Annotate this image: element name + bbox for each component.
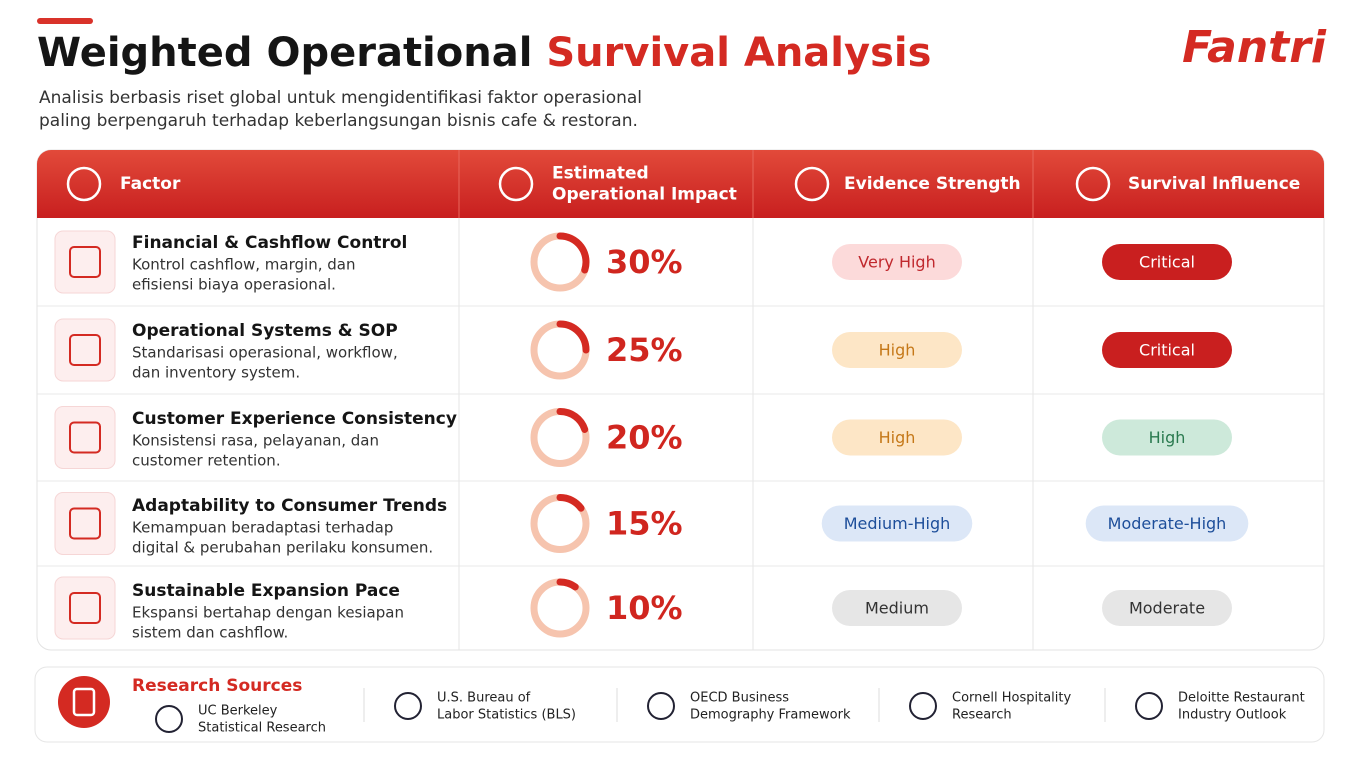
logo: Fantri: [1182, 22, 1327, 73]
factor-description: Kemampuan beradaptasi terhadap: [132, 519, 393, 537]
sources-icon-doc: [72, 687, 96, 717]
row-icon: [69, 592, 101, 624]
evidence-badge: [821, 505, 973, 542]
factor-description: Ekspansi bertahap dengan kesiapan: [132, 604, 404, 622]
factor-description: sistem dan cashflow.: [132, 624, 288, 642]
accent-bar: [37, 18, 93, 24]
evidence-label: Medium-High: [844, 514, 951, 533]
influence-badge: [1102, 332, 1232, 368]
impact-ring: [556, 494, 585, 512]
evidence-badge: [832, 332, 962, 368]
row-icon-bg: [54, 406, 116, 469]
factor-description: Kontrol cashflow, margin, dan: [132, 256, 355, 274]
row-icon: [69, 421, 101, 454]
column-header: Factor: [120, 174, 181, 194]
influence-badge: [1085, 505, 1249, 542]
influence-label: High: [1149, 428, 1186, 447]
evidence-badge: [832, 590, 962, 626]
evidence-badge: [832, 244, 962, 280]
row-icon: [69, 507, 101, 540]
row-icon: [69, 246, 101, 278]
source-name: Demography Framework: [690, 708, 851, 723]
source-name: Labor Statistics (BLS): [437, 708, 576, 723]
evidence-label: Medium: [865, 599, 929, 618]
row-icon-bg: [54, 230, 116, 294]
impact-ring: [556, 232, 590, 274]
evidence-badge: [832, 419, 962, 456]
subtitle: Analisis berbasis riset global untuk men…: [39, 88, 642, 108]
influence-badge: [1102, 419, 1232, 456]
source-name: UC Berkeley: [198, 704, 278, 719]
column-header: Evidence Strength: [844, 174, 1021, 194]
impact-label: 20%: [606, 419, 683, 457]
impact-label: 10%: [606, 589, 683, 627]
factor-name: Financial & Cashflow Control: [132, 233, 407, 253]
sources-icon: [58, 676, 110, 728]
source-name: Research: [952, 708, 1012, 723]
source-icon: [1135, 692, 1163, 720]
header-icon: [498, 166, 534, 202]
row-icon: [69, 334, 101, 366]
sources-panel: [34, 666, 1325, 743]
influence-label: Moderate: [1129, 599, 1205, 618]
impact-label: 30%: [606, 243, 683, 281]
source-icon: [394, 692, 422, 720]
factor-description: Standarisasi operasional, workflow,: [132, 344, 398, 362]
evidence-label: Very High: [858, 253, 935, 272]
column-header: Operational Impact: [552, 185, 737, 205]
influence-badge: [1102, 590, 1232, 626]
row-icon-bg: [54, 576, 116, 640]
influence-label: Critical: [1139, 341, 1195, 360]
factor-name: Operational Systems & SOP: [132, 321, 398, 341]
factor-name: Sustainable Expansion Pace: [132, 581, 400, 601]
header-icon: [66, 166, 102, 202]
row-icon-bg: [54, 492, 116, 555]
factor-description: efisiensi biaya operasional.: [132, 276, 336, 294]
source-icon: [647, 692, 675, 720]
impact-ring: [556, 408, 589, 433]
impact-label: 15%: [606, 505, 683, 543]
factor-description: Konsistensi rasa, pelayanan, dan: [132, 432, 379, 450]
factor-description: digital & perubahan perilaku konsumen.: [132, 539, 433, 557]
impact-ring: [556, 578, 579, 591]
source-name: Deloitte Restaurant: [1178, 691, 1305, 706]
influence-label: Critical: [1139, 253, 1195, 272]
row-icon-bg: [54, 318, 116, 382]
source-name: Statistical Research: [198, 721, 326, 736]
source-name: Industry Outlook: [1178, 708, 1287, 723]
evidence-label: High: [879, 341, 916, 360]
sources-title: Research Sources: [132, 676, 302, 696]
source-icon: [155, 705, 183, 733]
factor-name: Adaptability to Consumer Trends: [132, 496, 447, 516]
influence-label: Moderate-High: [1108, 514, 1227, 533]
title: Weighted Operational Survival Analysis: [37, 30, 931, 76]
source-name: Cornell Hospitality: [952, 691, 1071, 706]
influence-badge: [1102, 244, 1232, 280]
impact-label: 25%: [606, 331, 683, 369]
column-header: Survival Influence: [1128, 174, 1300, 194]
title-dark: Weighted Operational: [37, 30, 532, 76]
factor-name: Customer Experience Consistency: [132, 409, 457, 429]
header-icon: [1075, 166, 1111, 202]
table-header: [37, 150, 1324, 218]
column-header: Estimated: [552, 164, 649, 184]
subtitle: paling berpengaruh terhadap keberlangsun…: [39, 111, 638, 131]
evidence-label: High: [879, 428, 916, 447]
source-name: OECD Business: [690, 691, 789, 706]
source-name: U.S. Bureau of: [437, 691, 531, 706]
source-icon: [909, 692, 937, 720]
factor-description: dan inventory system.: [132, 364, 300, 382]
factor-description: customer retention.: [132, 452, 281, 470]
title-red: Survival Analysis: [546, 30, 931, 76]
impact-ring: [556, 320, 590, 354]
table-frame: [36, 149, 1325, 651]
header-icon: [794, 166, 830, 202]
